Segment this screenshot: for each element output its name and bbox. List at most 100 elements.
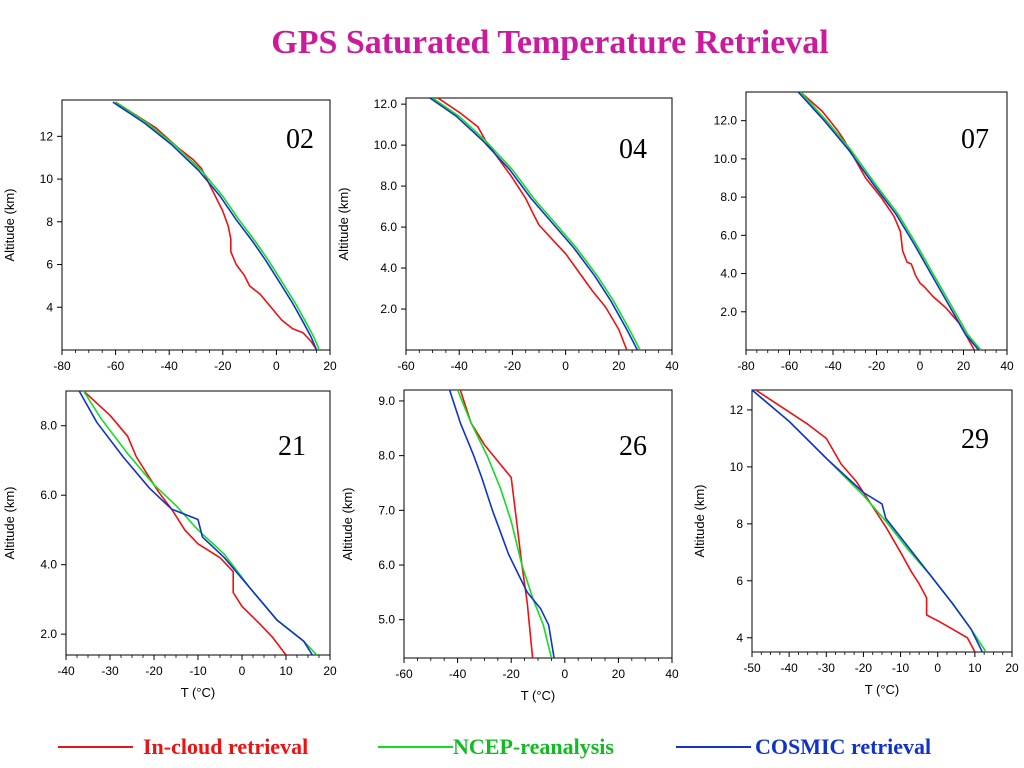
x-tick-label: -40 [57, 664, 75, 678]
x-tick-label: -50 [743, 661, 761, 675]
x-tick-label: 20 [957, 359, 971, 373]
legend-item-in-cloud: In-cloud retrieval [58, 732, 308, 762]
x-tick-label: -40 [824, 359, 842, 373]
x-tick-label: -60 [107, 359, 125, 373]
y-tick-label: 8.0 [380, 179, 397, 193]
series-line-cosmic-retrieval [448, 390, 555, 658]
legend-label: In-cloud retrieval [143, 734, 309, 759]
x-tick-label: -30 [101, 664, 119, 678]
x-tick-label: -20 [855, 661, 873, 675]
chart-panel-26: -60 -40 -20 0 20 40 5.0 6.0 7.0 8.0 9.0 Altitude (k… [340, 389, 679, 703]
y-tick-label: 2.0 [720, 305, 737, 319]
x-tick-label: -60 [397, 359, 415, 373]
y-tick-label: 2.0 [40, 627, 57, 641]
panel-number: 26 [619, 431, 647, 462]
x-tick-label: 0 [239, 664, 246, 678]
x-tick-label: 0 [934, 661, 941, 675]
y-tick-label: 9.0 [378, 394, 395, 408]
y-tick-label: 10 [40, 172, 54, 186]
legend-swatch [58, 746, 133, 748]
y-tick-label: 8 [736, 517, 743, 531]
x-tick-label: -20 [145, 664, 163, 678]
x-tick-label: -30 [818, 661, 836, 675]
legend-label: COSMIC retrieval [755, 734, 932, 759]
x-tick-label: 20 [612, 667, 626, 681]
x-tick-label: 0 [273, 359, 280, 373]
x-tick-label: -40 [451, 359, 469, 373]
panel-number: 04 [619, 134, 647, 165]
x-tick-label: 40 [1000, 359, 1014, 373]
series-line-ncep-reanalysis [456, 390, 553, 658]
chart-panel-21: -40 -30 -20 -10 0 10 20 2.0 4.0 6.0 8.0 Altitude (k… [2, 390, 337, 700]
y-tick-label: 2.0 [380, 302, 397, 316]
x-tick-label: -60 [395, 667, 413, 681]
x-tick-label: -20 [503, 667, 521, 681]
y-tick-label: 10 [730, 460, 744, 474]
x-tick-label: -80 [737, 359, 755, 373]
x-tick-label: 10 [279, 664, 293, 678]
y-tick-label: 6.0 [380, 220, 397, 234]
y-tick-label: 7.0 [378, 503, 395, 517]
y-axis-label: Altitude (km) [692, 485, 707, 558]
x-tick-label: 40 [665, 667, 679, 681]
series-line-in-cloud-retrieval [115, 101, 318, 350]
y-tick-label: 12 [40, 129, 54, 143]
x-tick-label: 40 [665, 359, 679, 373]
y-tick-label: 4.0 [380, 261, 397, 275]
legend-label: NCEP-reanalysis [453, 734, 614, 759]
legend-item-ncep: NCEP-reanalysis [378, 732, 614, 762]
y-axis-label: Altitude (km) [336, 188, 351, 261]
x-tick-label: 0 [917, 359, 924, 373]
x-axis-label: T (°C) [521, 688, 556, 703]
series-line-in-cloud-retrieval [799, 92, 976, 350]
x-tick-label: -20 [214, 359, 232, 373]
y-tick-label: 10.0 [374, 138, 398, 152]
y-tick-label: 8 [46, 215, 53, 229]
y-tick-label: 12.0 [714, 114, 738, 128]
chart-panel-02: -80 -60 -40 -20 0 20 4 6 8 10 12 Altitude (km) 02 [2, 99, 337, 373]
x-tick-label: 20 [1005, 661, 1019, 675]
series-line-in-cloud-retrieval [83, 391, 287, 655]
y-tick-label: 6 [46, 258, 53, 272]
series-line-ncep-reanalysis [752, 390, 987, 652]
chart-panel-07: -80 -60 -40 -20 0 20 40 2.0 4.0 6.0 8.0 10.0 12.0 07 [714, 91, 1014, 373]
x-tick-label: 0 [561, 667, 568, 681]
series-line-cosmic-retrieval [752, 390, 984, 652]
y-tick-label: 6.0 [40, 488, 57, 502]
y-tick-label: 4.0 [40, 558, 57, 572]
series-line-cosmic-retrieval [78, 391, 314, 655]
legend-swatch [378, 746, 453, 748]
x-tick-label: -10 [189, 664, 207, 678]
y-tick-label: 8.0 [720, 190, 737, 204]
y-tick-label: 6.0 [720, 228, 737, 242]
x-tick-label: -40 [780, 661, 798, 675]
y-tick-label: 12 [730, 403, 744, 417]
series-line-cosmic-retrieval [429, 98, 639, 350]
legend-item-cosmic: COSMIC retrieval [676, 732, 931, 762]
y-tick-label: 10.0 [714, 152, 738, 166]
x-tick-label: -40 [449, 667, 467, 681]
x-tick-label: -10 [892, 661, 910, 675]
legend-swatch [676, 746, 751, 748]
y-axis-label: Altitude (km) [340, 488, 355, 561]
series-line-in-cloud-retrieval [437, 98, 628, 350]
y-axis-label: Altitude (km) [2, 189, 17, 262]
x-tick-label: -20 [504, 359, 522, 373]
x-tick-label: -20 [868, 359, 886, 373]
y-tick-label: 8.0 [378, 449, 395, 463]
page-title: GPS Saturated Temperature Retrieval [271, 24, 829, 61]
series-line-ncep-reanalysis [432, 98, 641, 350]
series-line-ncep-reanalysis [115, 101, 321, 350]
series-line-in-cloud-retrieval [459, 390, 534, 658]
y-tick-label: 6 [736, 574, 743, 588]
x-tick-label: 0 [562, 359, 569, 373]
series-line-in-cloud-retrieval [755, 390, 976, 652]
x-tick-label: -80 [53, 359, 71, 373]
chart-panel-29: -50 -40 -30 -20 -10 0 10 20 4 6 8 10 12 Altitude (km)… [692, 389, 1019, 697]
y-tick-label: 5.0 [378, 613, 395, 627]
x-axis-label: T (°C) [865, 682, 900, 697]
y-axis-label: Altitude (km) [2, 487, 17, 560]
x-tick-label: 20 [612, 359, 626, 373]
y-tick-label: 12.0 [374, 97, 398, 111]
